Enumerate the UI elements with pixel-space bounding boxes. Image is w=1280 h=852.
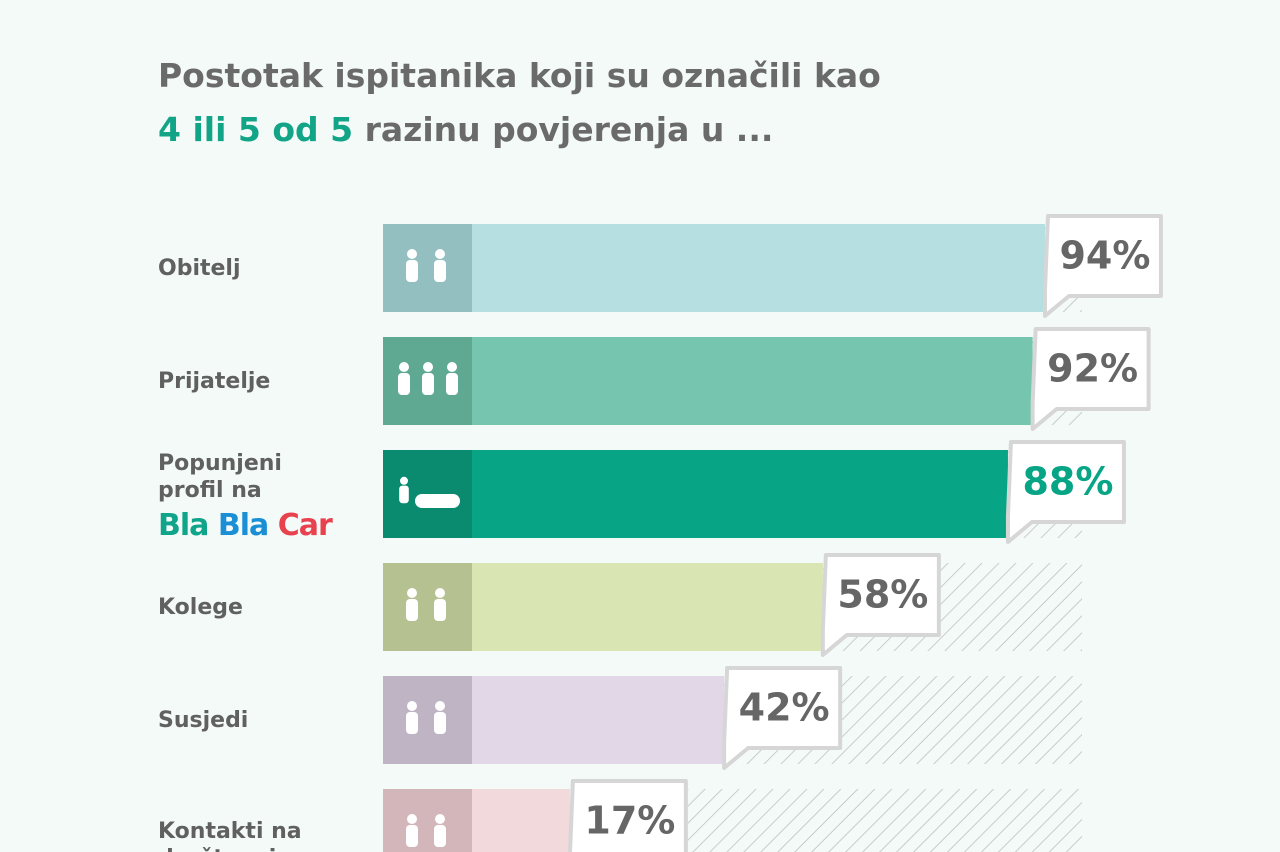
icon [434, 260, 446, 282]
icon-box [383, 789, 472, 852]
icon [434, 825, 446, 847]
icon [423, 362, 433, 372]
icon [398, 373, 410, 395]
label-box [1005, 440, 1126, 544]
logo-part: Bla [158, 508, 209, 543]
bar [383, 224, 1045, 312]
icon [400, 476, 408, 485]
icon [435, 814, 445, 824]
icon-box [383, 563, 472, 651]
icon [434, 599, 446, 621]
logo: Bla Bla Car [158, 508, 333, 543]
icon [406, 260, 418, 282]
label-box [1030, 327, 1151, 431]
logo-part: Bla [217, 508, 269, 543]
category-label: Prijatelje [158, 368, 271, 394]
category-label: Susjedi [158, 707, 249, 733]
value-label: 88% [1022, 460, 1113, 504]
title-line: Postotak ispitanika koji su označili kao [158, 56, 881, 95]
category-label: Popunjeni profil na [158, 451, 282, 503]
icon [399, 362, 409, 372]
bar [383, 337, 1033, 425]
icon [407, 701, 417, 711]
title-highlight: 4 ili 5 od 5 [158, 110, 354, 149]
value-label: 94% [1059, 234, 1150, 278]
icon [399, 485, 409, 504]
icon [407, 249, 417, 259]
bar [383, 450, 1008, 538]
icon [434, 712, 446, 734]
icon [435, 249, 445, 259]
value-label: 42% [739, 686, 830, 730]
value-label: 92% [1047, 347, 1138, 391]
category-label: Obitelj [158, 255, 241, 281]
title-line: 4 ili 5 od 5 razinu povjerenja u ... [158, 110, 773, 149]
icon [422, 373, 434, 395]
icon [406, 825, 418, 847]
icon-box [383, 676, 472, 764]
icon [406, 712, 418, 734]
icon [415, 494, 460, 508]
icon [435, 588, 445, 598]
value-label: 17% [584, 799, 675, 843]
label-box [722, 666, 843, 770]
label-box [568, 779, 688, 852]
value-label: 58% [837, 573, 928, 617]
label-box [820, 553, 941, 657]
title-rest: razinu povjerenja u ... [364, 110, 774, 149]
icon [407, 814, 417, 824]
icon [446, 373, 458, 395]
logo-part: Car [277, 508, 333, 543]
icon [435, 701, 445, 711]
category-label: Kontakti na društvenim [158, 819, 302, 852]
icon-box [383, 224, 472, 312]
label-box [1042, 214, 1163, 318]
icon [407, 588, 417, 598]
icon [447, 362, 457, 372]
category-label: Kolege [158, 594, 243, 620]
icon [406, 599, 418, 621]
